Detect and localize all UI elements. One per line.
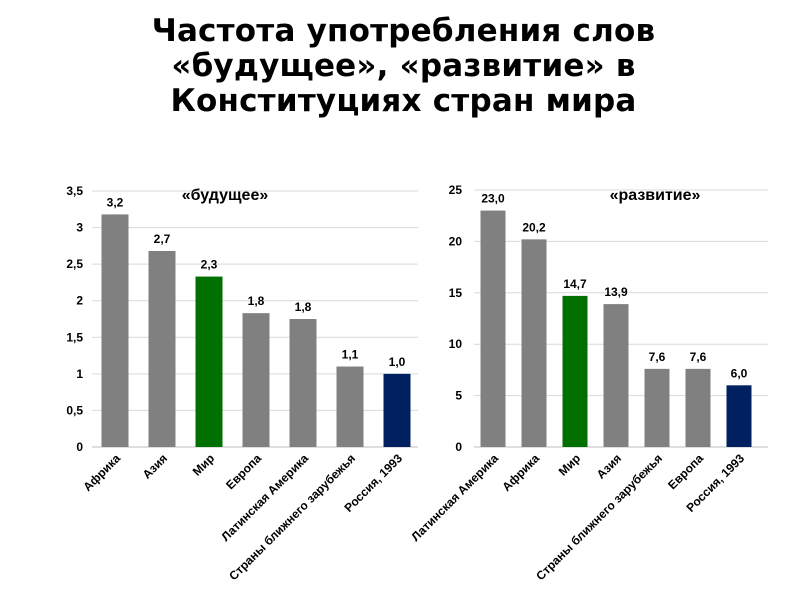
chart-razvitie: 0 5 10 15 20 25 «развитие» 23,0 Латинская Америк… (408, 183, 768, 583)
x-category-label: Европа (665, 451, 706, 492)
y-tick-label: 20 (449, 234, 463, 248)
bar-value-label: 1,0 (389, 355, 406, 369)
y-tick-label: 0,5 (66, 403, 83, 417)
bar (562, 295, 588, 447)
y-tick-label: 15 (449, 286, 463, 300)
bar-value-label: 6,0 (731, 366, 748, 380)
x-category-label: Африка (80, 451, 123, 494)
title-line-1: Частота употребления слов (151, 13, 656, 49)
y-tick-label: 10 (449, 337, 463, 351)
bar-value-label: 1,8 (248, 294, 265, 308)
title-line-2: «будущее», «развитие» в (171, 48, 636, 84)
x-category-label: Латинская Америка (408, 451, 501, 544)
y-tick-label: 3 (76, 221, 83, 235)
y-tick-label: 2,5 (66, 257, 83, 271)
bar (521, 239, 547, 447)
bar (726, 385, 752, 447)
bar-value-label: 1,8 (295, 300, 312, 314)
x-category-label: Мир (190, 451, 217, 478)
bar (289, 319, 317, 447)
x-category-label: Африка (499, 451, 542, 494)
page-title: Частота употребления слов «будущее», «ра… (0, 14, 807, 119)
x-category-label: Европа (223, 451, 264, 492)
bar-value-label: 7,6 (690, 350, 707, 364)
y-tick-label: 1,5 (66, 330, 83, 344)
chart-title: «будущее» (182, 187, 269, 204)
bar (685, 368, 711, 447)
bar (101, 214, 129, 447)
bar-value-label: 3,2 (107, 195, 124, 209)
bar-value-label: 1,1 (342, 348, 359, 362)
x-category-label: Мир (556, 451, 583, 478)
bar-value-label: 20,2 (522, 220, 546, 234)
x-category-label: Азия (594, 451, 624, 481)
x-category-label: Азия (140, 451, 170, 481)
bar (195, 276, 223, 447)
bar (383, 373, 411, 447)
bar-value-label: 13,9 (604, 285, 628, 299)
bar (480, 210, 506, 447)
y-tick-label: 1 (76, 367, 83, 381)
bar-value-label: 14,7 (563, 277, 587, 291)
bar-value-label: 2,3 (201, 258, 218, 272)
y-tick-label: 0 (455, 440, 462, 454)
x-category-label: Латинская Америка (218, 451, 311, 544)
bar (644, 368, 670, 447)
bar (336, 366, 364, 447)
bar (148, 250, 176, 447)
y-tick-label: 2 (76, 294, 83, 308)
bar (603, 304, 629, 447)
bar-value-label: 23,0 (481, 192, 505, 206)
y-tick-label: 25 (449, 183, 463, 197)
bar (242, 313, 270, 447)
bar-value-label: 7,6 (649, 350, 666, 364)
bar-value-label: 2,7 (154, 232, 171, 246)
y-tick-label: 5 (455, 389, 462, 403)
y-tick-label: 0 (76, 440, 83, 454)
chart-title: «развитие» (610, 187, 701, 204)
chart-budushchee: 0 0,5 1 1,5 2 2,5 3 3,5 «будущее» 3,2 Африка 2,7 Ази… (66, 184, 418, 583)
y-tick-label: 3,5 (66, 184, 83, 198)
title-line-3: Конституциях стран мира (170, 83, 637, 119)
